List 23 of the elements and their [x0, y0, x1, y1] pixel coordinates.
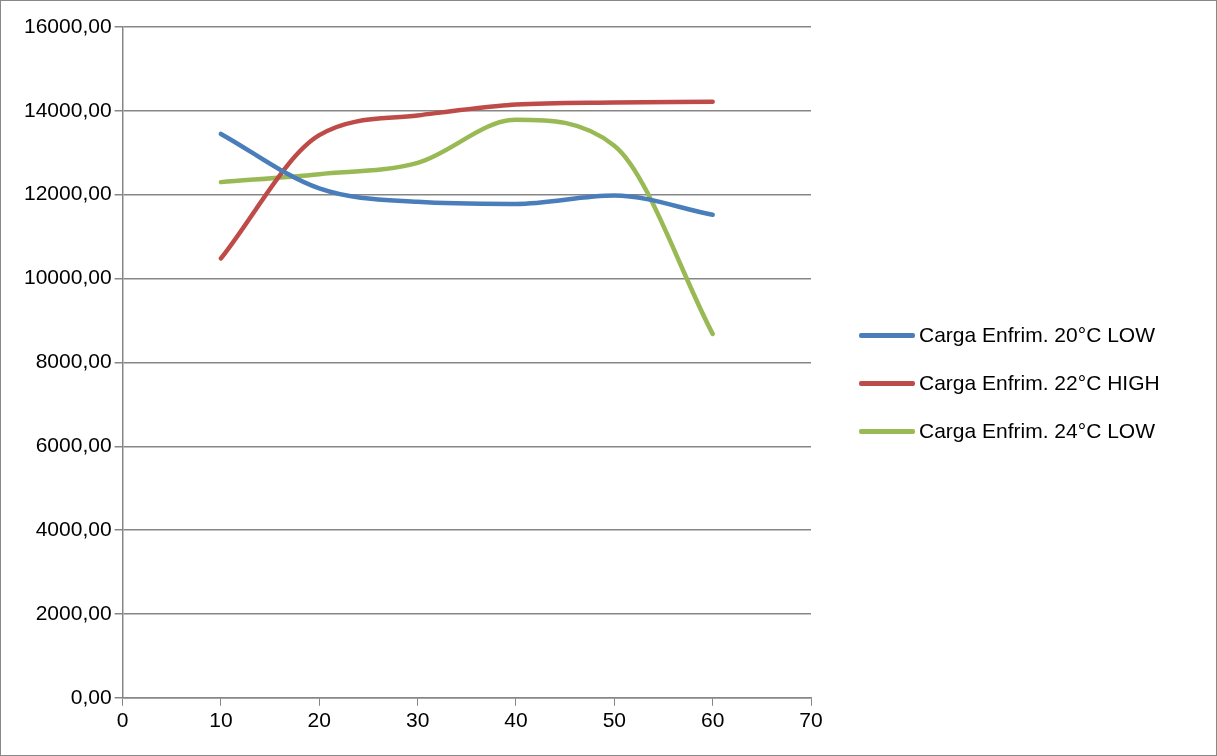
legend-label: Carga Enfrim. 22°C HIGH [919, 370, 1160, 396]
x-tick-label: 50 [602, 708, 626, 732]
x-tick-label: 40 [504, 708, 528, 732]
y-tick-label: 10000,00 [24, 265, 112, 289]
line-series [218, 131, 715, 218]
y-tick-label: 4000,00 [35, 516, 112, 540]
y-tick-label: 16000,00 [24, 13, 112, 37]
x-tick-label: 10 [209, 708, 233, 732]
y-tick-label: 0,00 [70, 684, 112, 708]
y-tick-label: 14000,00 [24, 97, 112, 121]
legend-label: Carga Enfrim. 20°C LOW [919, 322, 1155, 348]
y-tick-label: 6000,00 [35, 433, 112, 457]
x-tick-label: 70 [799, 708, 823, 732]
line-series [218, 99, 715, 261]
x-tick-label: 20 [307, 708, 331, 732]
y-tick-label: 2000,00 [35, 600, 112, 624]
legend-label: Carga Enfrim. 24°C LOW [919, 418, 1155, 444]
x-tick-label: 30 [405, 708, 430, 732]
x-tick-label: 0 [116, 708, 129, 732]
line-series [218, 117, 715, 337]
y-tick-label: 8000,00 [35, 349, 112, 373]
y-tick-label: 12000,00 [24, 181, 112, 205]
x-tick-label: 60 [700, 708, 725, 732]
